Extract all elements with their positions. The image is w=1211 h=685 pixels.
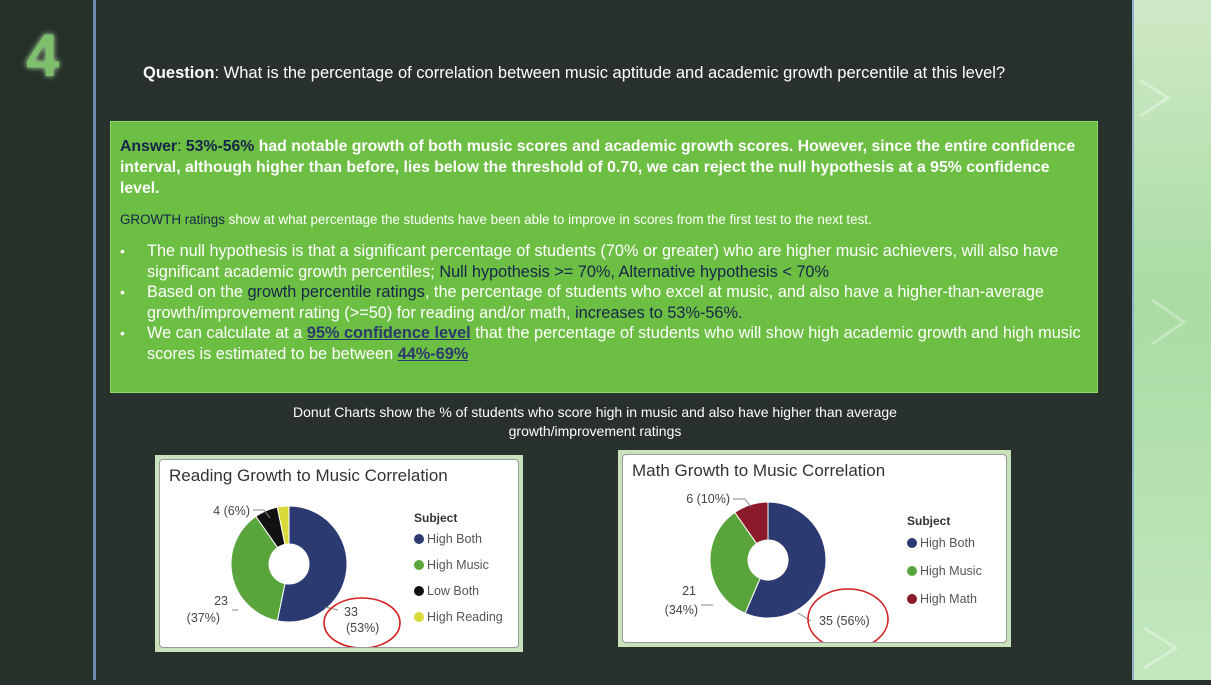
chart-caption: Donut Charts show the % of students who … bbox=[293, 404, 897, 439]
legend-marker bbox=[907, 594, 917, 604]
answer-box: Answer: 53%-56% had notable growth of bo… bbox=[110, 121, 1098, 393]
bullet-highlight: increases to 53%-56%. bbox=[575, 303, 743, 322]
data-label: 4 (6%) bbox=[213, 504, 250, 518]
data-label-leader bbox=[733, 498, 752, 508]
answer-label: Answer bbox=[120, 138, 178, 155]
reading-chart-panel: Reading Growth to Music Correlation 33 (5… bbox=[159, 459, 519, 648]
math-chart-panel: Math Growth to Music Correlation 35 (56%… bbox=[622, 454, 1007, 643]
bullet-item: The null hypothesis is that a significan… bbox=[120, 241, 1088, 282]
growth-note: GROWTH ratings show at what percentage t… bbox=[120, 212, 1088, 227]
data-label: 6 (10%) bbox=[686, 492, 730, 506]
donut-slice-high-music[interactable] bbox=[709, 511, 761, 614]
reading-donut-chart: 33 (53%) 23 (37%) 4 (6%) Subject High Both High… bbox=[187, 504, 503, 647]
legend-item[interactable]: High Music bbox=[920, 564, 982, 578]
donut-slice-high-reading[interactable] bbox=[276, 505, 290, 545]
vertical-divider bbox=[93, 0, 96, 680]
legend-marker bbox=[414, 560, 424, 570]
right-strip-edge bbox=[1132, 0, 1134, 680]
bullet-list: The null hypothesis is that a significan… bbox=[120, 241, 1088, 364]
bullet-highlight: growth percentile ratings bbox=[247, 283, 425, 301]
bullet-text: The null hypothesis is that a significan… bbox=[147, 242, 1059, 281]
legend-title: Subject bbox=[907, 514, 950, 528]
bullet-highlight: Null hypothesis >= 70%, Alternative hypo… bbox=[439, 262, 829, 281]
bullet-item: We can calculate at a 95% confidence lev… bbox=[120, 323, 1088, 364]
confidence-level-link[interactable]: 95% confidence level bbox=[306, 324, 471, 342]
growth-note-highlight: GROWTH ratings bbox=[120, 212, 225, 227]
legend-item[interactable]: High Math bbox=[920, 592, 977, 606]
bullet-text: that the percentage of students who will… bbox=[147, 324, 1081, 363]
legend-item[interactable]: High Reading bbox=[427, 610, 503, 624]
decor-chevrons-icon bbox=[1139, 78, 1187, 670]
answer-colon: : bbox=[177, 138, 186, 155]
data-label-leader bbox=[253, 509, 271, 519]
legend-item[interactable]: High Music bbox=[427, 558, 489, 572]
legend-marker bbox=[907, 538, 917, 548]
right-decor-strip bbox=[1132, 0, 1211, 680]
data-label: (34%) bbox=[665, 603, 698, 617]
data-label: 21 bbox=[682, 584, 696, 598]
reading-chart-card: Reading Growth to Music Correlation 33 (5… bbox=[155, 455, 523, 652]
bullet-item: Based on the growth percentile ratings, … bbox=[120, 282, 1088, 323]
bullet-text: , the percentage of students who excel a… bbox=[147, 283, 1044, 322]
math-donut-chart: 35 (56%) 21 (34%) 6 (10%) Subject High Both Hi… bbox=[665, 492, 982, 642]
data-label: 23 bbox=[214, 594, 228, 608]
question-label: Question bbox=[143, 64, 215, 82]
legend-item[interactable]: Low Both bbox=[427, 584, 479, 598]
math-chart-card: Math Growth to Music Correlation 35 (56%… bbox=[618, 450, 1011, 647]
highlight-circle bbox=[323, 597, 401, 647]
legend-item[interactable]: High Both bbox=[427, 532, 482, 546]
data-label: 33 bbox=[344, 605, 358, 619]
growth-note-body: show at what percentage the students hav… bbox=[224, 212, 872, 227]
answer-body: had notable growth of both music scores … bbox=[120, 138, 1076, 197]
left-sidebar-strip bbox=[0, 0, 93, 680]
legend-marker bbox=[414, 612, 424, 622]
legend-title: Subject bbox=[414, 511, 457, 525]
question-text: Question: What is the percentage of corr… bbox=[143, 64, 1103, 83]
bullet-text: We can calculate at a bbox=[147, 324, 307, 342]
bullet-text: Based on the bbox=[147, 283, 248, 301]
interval-link[interactable]: 44%-69% bbox=[397, 344, 469, 363]
legend-marker bbox=[907, 566, 917, 576]
data-label: 35 (56%) bbox=[819, 614, 870, 628]
donut-slice-high-music[interactable] bbox=[230, 515, 286, 622]
slide-number: 4 bbox=[26, 22, 60, 89]
highlight-circle bbox=[807, 588, 889, 642]
question-body: : What is the percentage of correlation … bbox=[214, 64, 1006, 82]
data-label: (53%) bbox=[346, 621, 379, 635]
data-label: (37%) bbox=[187, 611, 220, 625]
data-label-leader bbox=[797, 612, 812, 622]
reading-chart-title: Reading Growth to Music Correlation bbox=[169, 466, 448, 485]
math-chart-title: Math Growth to Music Correlation bbox=[632, 461, 886, 480]
legend-item[interactable]: High Both bbox=[920, 536, 975, 550]
donut-slice-high-math[interactable] bbox=[734, 501, 769, 545]
answer-paragraph: Answer: 53%-56% had notable growth of bo… bbox=[120, 136, 1088, 199]
donut-slice-high-both[interactable] bbox=[276, 505, 348, 623]
legend-marker bbox=[414, 586, 424, 596]
answer-highlight: 53%-56% bbox=[185, 138, 255, 155]
donut-slice-high-both[interactable] bbox=[744, 501, 827, 619]
legend-marker bbox=[414, 534, 424, 544]
